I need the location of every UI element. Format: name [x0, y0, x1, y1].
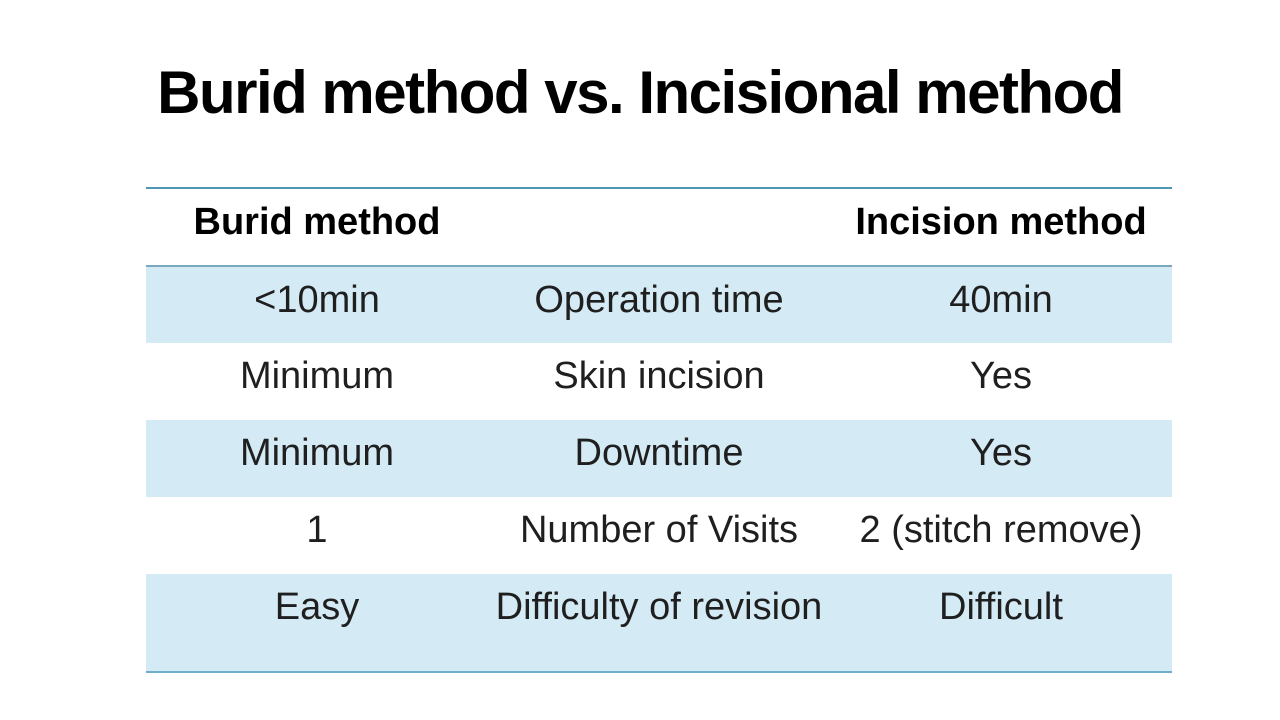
- cell-incision-number-of-visits: 2 (stitch remove): [859, 509, 1143, 551]
- cell-burid-operation-time: <10min: [254, 279, 380, 321]
- cell-incision-difficulty-of-revision: Difficult: [939, 586, 1063, 628]
- cell-attribute-number-of-visits: Number of Visits: [519, 509, 799, 551]
- cell-burid-skin-incision: Minimum: [239, 355, 395, 397]
- table-header: Burid method Incision method: [146, 188, 1172, 266]
- table-row-difficulty-of-revision: Easy Difficulty of revision Difficult: [146, 574, 1172, 672]
- comparison-table: Burid method Incision method <10min Oper…: [146, 187, 1172, 673]
- cell-burid-difficulty-of-revision: Easy: [274, 586, 360, 628]
- cell-incision-skin-incision: Yes: [970, 355, 1032, 397]
- column-header-attribute: [488, 188, 830, 266]
- table-header-row: Burid method Incision method: [146, 188, 1172, 266]
- cell-burid-number-of-visits: 1: [306, 509, 328, 551]
- table-row-downtime: Minimum Downtime Yes: [146, 420, 1172, 497]
- slide-title: Burid method vs. Incisional method: [157, 59, 1124, 126]
- cell-attribute-operation-time: Operation time: [534, 279, 784, 321]
- column-header-burid-method: Burid method: [193, 201, 441, 243]
- cell-attribute-skin-incision: Skin incision: [553, 355, 765, 397]
- cell-incision-downtime: Yes: [970, 432, 1032, 474]
- table-row-number-of-visits: 1 Number of Visits 2 (stitch remove): [146, 497, 1172, 574]
- column-header-incision-method: Incision method: [855, 201, 1147, 243]
- cell-burid-downtime: Minimum: [239, 432, 395, 474]
- cell-incision-operation-time: 40min: [949, 279, 1053, 321]
- cell-attribute-downtime: Downtime: [574, 432, 744, 474]
- table-body: <10min Operation time 40min Minimum Skin…: [146, 266, 1172, 672]
- cell-attribute-difficulty-of-revision: Difficulty of revision: [495, 586, 823, 628]
- table-row-operation-time: <10min Operation time 40min: [146, 266, 1172, 343]
- table-row-skin-incision: Minimum Skin incision Yes: [146, 343, 1172, 420]
